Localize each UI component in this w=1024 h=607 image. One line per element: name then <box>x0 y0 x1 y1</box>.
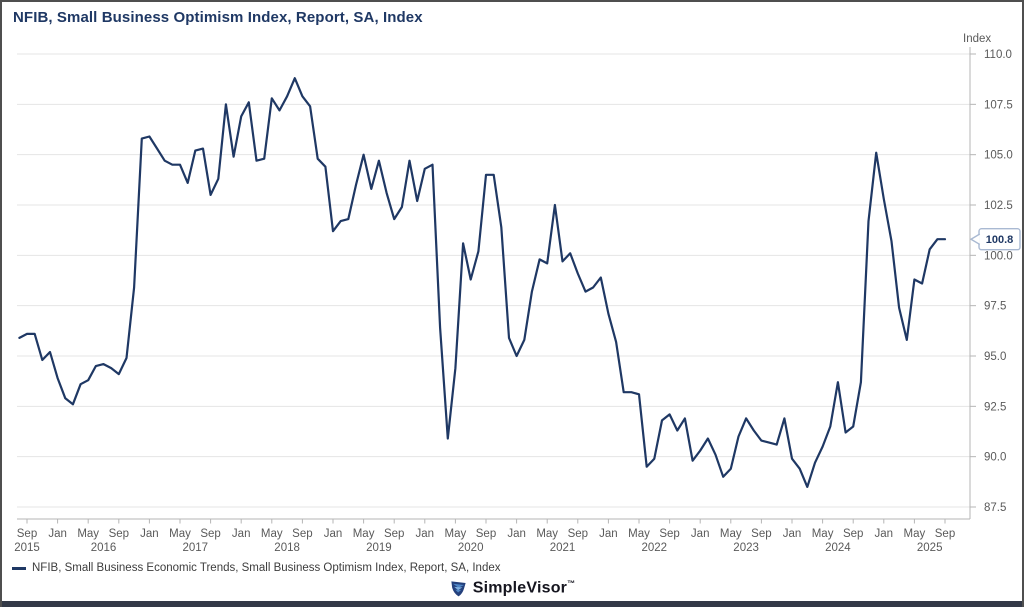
svg-text:May: May <box>261 528 283 540</box>
svg-text:Sep: Sep <box>476 528 496 540</box>
svg-text:Jan: Jan <box>232 528 251 540</box>
svg-text:2020: 2020 <box>458 542 484 554</box>
data-series-line <box>18 77 947 488</box>
svg-text:2021: 2021 <box>550 542 576 554</box>
svg-text:May: May <box>169 528 191 540</box>
svg-text:100.8: 100.8 <box>986 234 1014 246</box>
svg-text:May: May <box>904 528 926 540</box>
svg-text:110.0: 110.0 <box>984 49 1012 61</box>
svg-text:Sep: Sep <box>568 528 588 540</box>
svg-text:Jan: Jan <box>416 528 435 540</box>
x-axis-labels: Sep Jan May Sep Jan May Sep Jan May Sep Jan May Sep J… <box>14 519 955 554</box>
svg-text:May: May <box>77 528 99 540</box>
svg-text:May: May <box>536 528 558 540</box>
svg-text:Sep: Sep <box>659 528 679 540</box>
y-axis-unit-label: Index <box>963 33 991 45</box>
svg-text:May: May <box>628 528 650 540</box>
last-value-callout: 100.8 <box>970 228 1021 251</box>
svg-text:107.5: 107.5 <box>984 99 1013 111</box>
svg-text:87.5: 87.5 <box>984 502 1006 514</box>
svg-text:Jan: Jan <box>140 528 159 540</box>
svg-text:2025: 2025 <box>917 542 943 554</box>
svg-text:2019: 2019 <box>366 542 392 554</box>
svg-text:Sep: Sep <box>384 528 404 540</box>
svg-text:2015: 2015 <box>14 542 40 554</box>
svg-text:97.5: 97.5 <box>984 301 1006 313</box>
legend: NFIB, Small Business Economic Trends, Sm… <box>12 562 500 574</box>
svg-text:Jan: Jan <box>48 528 67 540</box>
svg-text:105.0: 105.0 <box>984 150 1013 162</box>
svg-text:2024: 2024 <box>825 542 851 554</box>
svg-text:Jan: Jan <box>783 528 802 540</box>
svg-text:May: May <box>353 528 375 540</box>
legend-label: NFIB, Small Business Economic Trends, Sm… <box>32 562 501 574</box>
svg-text:90.0: 90.0 <box>984 452 1006 464</box>
svg-text:Sep: Sep <box>292 528 312 540</box>
svg-text:102.5: 102.5 <box>984 200 1013 212</box>
svg-text:May: May <box>720 528 742 540</box>
y-gridlines <box>17 53 976 508</box>
svg-text:2016: 2016 <box>91 542 117 554</box>
svg-text:Jan: Jan <box>599 528 618 540</box>
svg-text:2023: 2023 <box>733 542 759 554</box>
brand-name: SimpleVisor™ <box>472 578 576 597</box>
axes <box>17 47 971 520</box>
svg-text:Sep: Sep <box>751 528 771 540</box>
svg-text:2017: 2017 <box>183 542 209 554</box>
svg-text:92.5: 92.5 <box>984 401 1006 413</box>
svg-text:Sep: Sep <box>17 528 37 540</box>
svg-text:2022: 2022 <box>642 542 668 554</box>
simplevisor-logo-icon <box>449 579 468 598</box>
svg-text:Sep: Sep <box>109 528 129 540</box>
trademark-symbol: ™ <box>567 578 576 588</box>
svg-text:May: May <box>445 528 467 540</box>
svg-text:May: May <box>812 528 834 540</box>
svg-text:Jan: Jan <box>875 528 894 540</box>
svg-text:Sep: Sep <box>200 528 220 540</box>
svg-text:100.0: 100.0 <box>984 250 1013 262</box>
svg-text:Jan: Jan <box>507 528 526 540</box>
page-title: NFIB, Small Business Optimism Index, Rep… <box>13 9 423 26</box>
svg-text:Sep: Sep <box>843 528 863 540</box>
y-axis-labels: 110.0 107.5 105.0 102.5 100.0 97.5 95.0 92.5 90.… <box>984 49 1013 514</box>
brand-footer: SimpleVisor™ <box>2 577 1022 599</box>
svg-text:2018: 2018 <box>274 542 300 554</box>
svg-text:95.0: 95.0 <box>984 351 1006 363</box>
legend-line-swatch <box>12 566 26 570</box>
svg-text:Sep: Sep <box>935 528 955 540</box>
bottom-accent-bar <box>2 601 1022 607</box>
svg-text:Jan: Jan <box>691 528 710 540</box>
svg-text:Jan: Jan <box>324 528 343 540</box>
